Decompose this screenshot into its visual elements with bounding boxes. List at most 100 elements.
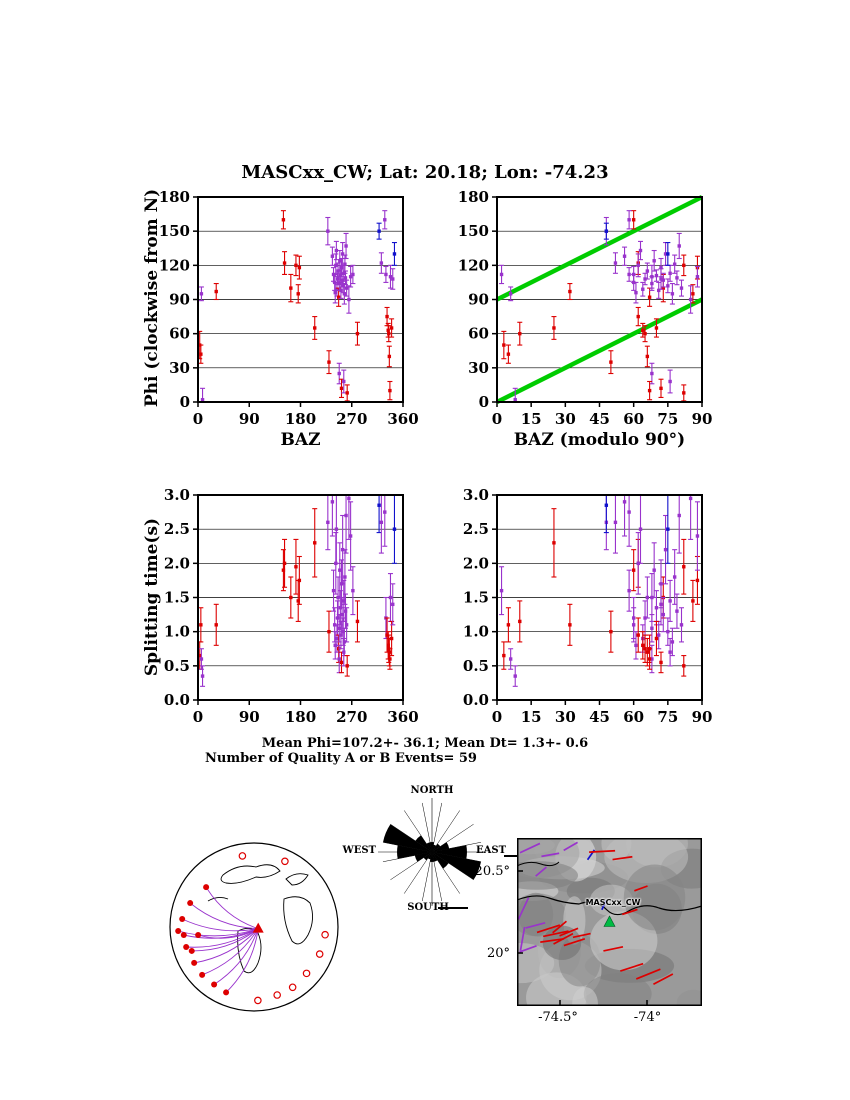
rose-west-label: WEST (342, 845, 376, 856)
data-point (604, 503, 609, 507)
data-point (636, 263, 640, 268)
data-point (499, 588, 504, 593)
x-tick-label: 0 (193, 708, 203, 726)
data-point (351, 272, 355, 277)
data-point (675, 276, 679, 280)
data-point (355, 331, 360, 336)
event-dot (195, 931, 202, 938)
y-tick-label: 0.0 (164, 691, 190, 709)
data-point (339, 386, 344, 391)
data-point (645, 354, 650, 359)
event-dot (211, 981, 218, 988)
data-point (383, 510, 387, 514)
data-point (695, 534, 700, 538)
data-point (661, 278, 665, 282)
data-point (627, 510, 631, 514)
data-point (650, 371, 654, 376)
event-circle (321, 930, 329, 939)
rose-north-label: NORTH (410, 785, 454, 796)
data-point (348, 534, 353, 538)
data-point (199, 623, 203, 627)
data-point (392, 527, 397, 531)
x-tick-label: 60 (623, 410, 644, 428)
event-circle (288, 983, 297, 992)
y-tick-label: 0 (180, 393, 190, 411)
map-station-label: MASCxx_CW (585, 898, 641, 907)
data-point (695, 578, 700, 583)
map-lat-label-1: 20.5° (474, 864, 510, 879)
data-point (691, 292, 695, 296)
data-point (342, 599, 346, 603)
data-point (636, 633, 640, 637)
y-tick-label: 150 (159, 222, 190, 240)
data-points (197, 210, 397, 403)
event-dot (223, 989, 230, 996)
gridlines (198, 528, 403, 667)
data-point (613, 261, 618, 265)
x-tick-label: 15 (521, 708, 542, 726)
data-point (342, 650, 346, 654)
y-tick-label: 1.5 (463, 589, 489, 607)
data-point (387, 354, 392, 359)
data-point (337, 371, 341, 376)
data-point (508, 657, 513, 661)
data-point (609, 360, 613, 364)
data-point (695, 275, 700, 279)
mean-stats-line: Mean Phi=107.2+- 36.1; Mean Dt= 1.3+- 0.… (261, 736, 589, 751)
data-point (641, 328, 645, 332)
event-circle (302, 969, 311, 978)
y-tick-label: 2.5 (463, 520, 489, 538)
y-tick-label: 150 (458, 222, 489, 240)
data-point (643, 331, 647, 336)
data-point (613, 520, 618, 525)
data-point (518, 619, 522, 624)
data-point (634, 643, 638, 648)
data-point (334, 527, 339, 531)
data-point (647, 657, 652, 661)
rose-petal (432, 843, 441, 852)
data-point (384, 272, 388, 277)
data-point (337, 626, 341, 630)
gridlines (198, 230, 403, 369)
data-point (289, 286, 293, 290)
rose-south-label: SOUTH (407, 902, 449, 913)
gridlines (497, 230, 702, 369)
data-point (670, 640, 675, 644)
data-point (638, 527, 643, 531)
data-point (659, 660, 663, 665)
map-lon-label-1: -74.5° (538, 1010, 578, 1025)
rose-petal (397, 845, 432, 859)
x-tick-label: 0 (492, 708, 502, 726)
event-dot (203, 884, 210, 891)
data-point (387, 331, 391, 336)
data-point (668, 599, 672, 603)
data-point (568, 289, 572, 294)
data-point (345, 664, 349, 668)
map-lat-label-2: 20° (486, 946, 510, 961)
map-ticks (517, 870, 648, 1006)
axis-ticks: 0 15 30 45 60 75 90 0 30 60 90 120 150 180 (458, 188, 713, 428)
data-point (668, 379, 672, 384)
data-point (342, 292, 347, 296)
station-map (517, 838, 702, 1006)
rose-petal (383, 824, 432, 852)
data-point (647, 388, 652, 393)
data-point (502, 653, 506, 658)
data-point (668, 650, 672, 654)
data-point (568, 623, 572, 627)
y-tick-label: 1.5 (164, 589, 190, 607)
data-point (344, 513, 348, 518)
data-point (344, 244, 348, 248)
data-point (297, 265, 302, 270)
data-point (199, 352, 203, 356)
y-tick-label: 3.0 (164, 486, 190, 504)
phi-vs-baz-plot: 0 90 180 270 360 0 30 60 90 120 150 180 (159, 188, 419, 428)
x-tick-label: 75 (657, 410, 678, 428)
event-circle (281, 857, 289, 866)
data-point (385, 314, 389, 319)
data-point (281, 218, 286, 222)
x-tick-label: 270 (336, 410, 367, 428)
data-point (650, 275, 654, 279)
data-point (214, 623, 218, 627)
data-point (296, 599, 300, 603)
